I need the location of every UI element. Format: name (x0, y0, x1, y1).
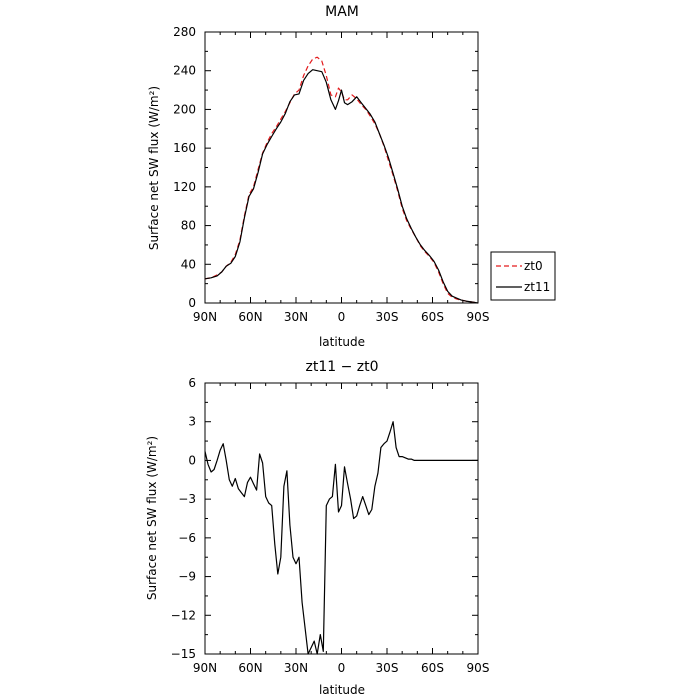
y-tick-label: −3 (178, 492, 196, 506)
x-tick-label: 60S (421, 661, 444, 675)
y-tick-label: 80 (181, 219, 196, 233)
bottom-panel: zt11 − zt0 latitude Surface net SW flux … (145, 359, 489, 697)
y-tick-label: −15 (171, 647, 196, 661)
x-tick-label: 30S (376, 310, 399, 324)
x-tick-label: 60N (238, 310, 262, 324)
series-line-zt11 (204, 69, 479, 304)
y-axis-title-bottom: Surface net SW flux (W/m²) (145, 436, 159, 600)
y-tick-label: −6 (178, 531, 196, 545)
legend-label-zt0: zt0 (524, 259, 543, 273)
y-tick-label: 240 (173, 64, 196, 78)
x-tick-label: 90S (467, 310, 490, 324)
legend-box (490, 251, 556, 301)
x-axis-title-bottom: latitude (319, 683, 365, 697)
top-panel: MAM latitude Surface net SW flux (W/m²) … (147, 4, 489, 349)
y-tick-label: 0 (188, 296, 196, 310)
x-tick-label: 60N (238, 661, 262, 675)
y-tick-label: 120 (173, 180, 196, 194)
y-tick-label: −12 (171, 608, 196, 622)
panel-title-difference: zt11 − zt0 (305, 359, 378, 375)
y-tick-label: 6 (188, 376, 196, 390)
y-tick-label: 40 (181, 257, 196, 271)
plot-frame (204, 382, 479, 655)
x-axis-title-top: latitude (319, 335, 365, 349)
x-tick-label: 30N (284, 310, 308, 324)
legend: zt0 zt11 (490, 251, 556, 301)
x-tick-label: 30N (284, 661, 308, 675)
y-tick-label: 3 (188, 415, 196, 429)
x-tick-label: 90S (467, 661, 490, 675)
panel-title-mam: MAM (325, 4, 359, 20)
legend-label-zt11: zt11 (524, 280, 550, 294)
y-axis-title-top: Surface net SW flux (W/m²) (147, 86, 161, 250)
x-tick-label: 0 (338, 661, 346, 675)
y-tick-label: 200 (173, 102, 196, 116)
x-tick-label: 0 (338, 310, 346, 324)
y-tick-label: 0 (188, 453, 196, 467)
x-tick-label: 90N (193, 661, 217, 675)
x-tick-label: 90N (193, 310, 217, 324)
plot-frame (204, 31, 479, 304)
y-tick-label: −9 (178, 570, 196, 584)
y-tick-label: 280 (173, 25, 196, 39)
series-line-diff-1 (204, 421, 478, 655)
x-tick-label: 30S (376, 661, 399, 675)
x-tick-label: 60S (421, 310, 444, 324)
y-tick-label: 160 (173, 141, 196, 155)
